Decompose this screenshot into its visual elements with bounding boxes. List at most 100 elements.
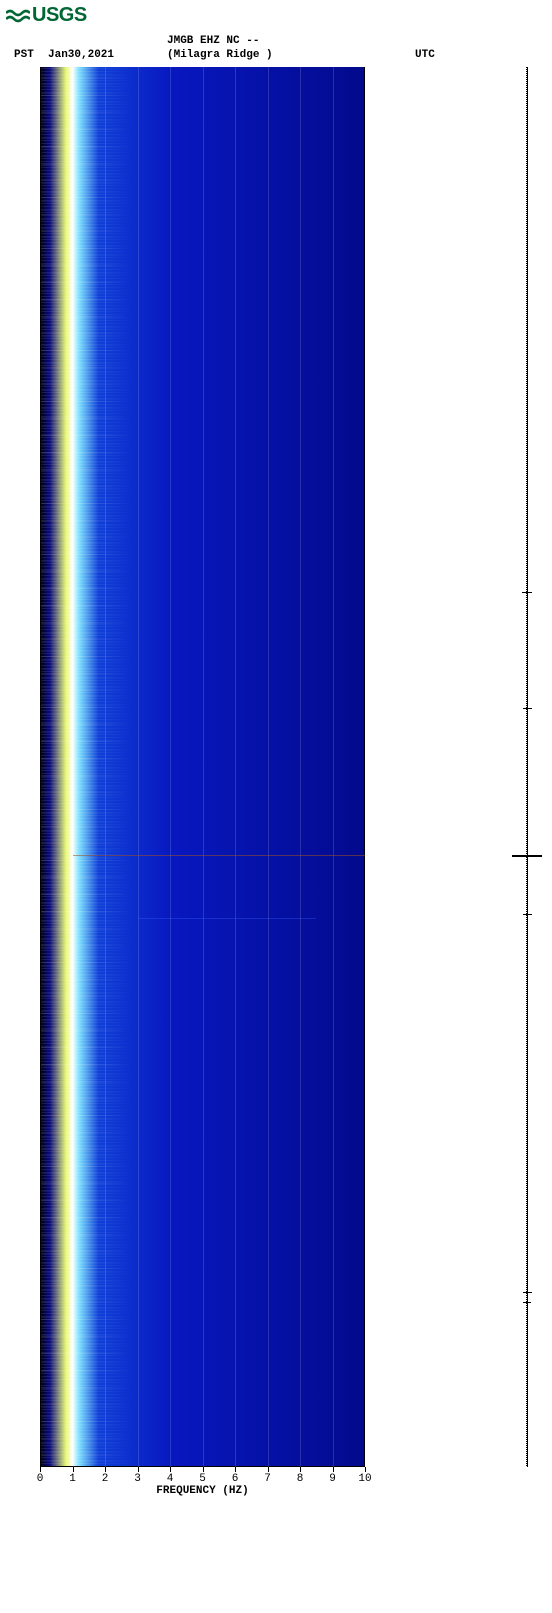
amplitude-jitter — [526, 1319, 528, 1320]
amplitude-jitter — [526, 1353, 527, 1354]
amplitude-jitter — [526, 703, 527, 704]
amplitude-jitter — [526, 1455, 529, 1456]
amplitude-jitter — [526, 429, 529, 430]
amplitude-jitter — [526, 1297, 528, 1298]
amplitude-jitter — [526, 1379, 529, 1380]
amplitude-jitter — [526, 511, 528, 512]
amplitude-jitter — [526, 603, 528, 604]
amplitude-jitter — [526, 799, 527, 800]
amplitude-jitter — [526, 929, 529, 930]
amplitude-jitter — [526, 1051, 528, 1052]
tz-left-label: PST — [14, 49, 34, 61]
amplitude-jitter — [526, 1113, 528, 1114]
amplitude-jitter — [526, 957, 528, 958]
gridline-vertical — [73, 67, 74, 1467]
amplitude-jitter — [526, 1423, 528, 1424]
freq-tick-label: 1 — [69, 1473, 76, 1485]
amplitude-jitter — [526, 489, 529, 490]
freq-tick — [365, 1467, 366, 1472]
amplitude-jitter — [526, 537, 528, 538]
amplitude-jitter — [526, 1025, 527, 1026]
amplitude-jitter — [526, 1209, 528, 1210]
amplitude-jitter — [526, 639, 527, 640]
amplitude-jitter — [526, 1285, 528, 1286]
amplitude-jitter — [526, 519, 527, 520]
amplitude-jitter — [526, 885, 529, 886]
amplitude-jitter — [526, 1371, 529, 1372]
amplitude-jitter — [526, 415, 528, 416]
amplitude-jitter — [526, 485, 528, 486]
amplitude-jitter — [526, 1161, 528, 1162]
amplitude-jitter — [526, 937, 527, 938]
amplitude-jitter — [526, 105, 528, 106]
amplitude-jitter — [526, 283, 527, 284]
amplitude-jitter — [526, 275, 528, 276]
amplitude-jitter — [526, 133, 528, 134]
amplitude-jitter — [526, 811, 528, 812]
amplitude-jitter — [526, 729, 528, 730]
amplitude-jitter — [526, 1451, 529, 1452]
amplitude-jitter — [526, 577, 528, 578]
amplitude-jitter — [526, 1015, 528, 1016]
amplitude-spike — [512, 855, 542, 857]
amplitude-jitter — [526, 473, 527, 474]
amplitude-jitter — [526, 805, 528, 806]
amplitude-jitter — [526, 1307, 528, 1308]
amplitude-jitter — [526, 255, 528, 256]
amplitude-jitter — [526, 597, 528, 598]
amplitude-jitter — [526, 867, 528, 868]
amplitude-jitter — [526, 155, 529, 156]
amplitude-jitter — [526, 259, 527, 260]
amplitude-jitter — [526, 131, 528, 132]
amplitude-jitter — [526, 821, 528, 822]
amplitude-jitter — [526, 553, 527, 554]
amplitude-jitter — [526, 815, 529, 816]
amplitude-jitter — [526, 835, 529, 836]
amplitude-jitter — [526, 87, 528, 88]
amplitude-jitter — [526, 139, 528, 140]
amplitude-jitter — [526, 1415, 529, 1416]
amplitude-jitter — [526, 1343, 528, 1344]
amplitude-jitter — [526, 1019, 529, 1020]
amplitude-jitter — [526, 739, 528, 740]
gridline-vertical — [300, 67, 301, 1467]
amplitude-jitter — [526, 599, 527, 600]
amplitude-jitter — [526, 231, 527, 232]
amplitude-jitter — [526, 1007, 528, 1008]
amplitude-jitter — [526, 1339, 528, 1340]
amplitude-jitter — [526, 641, 527, 642]
amplitude-jitter — [526, 123, 527, 124]
amplitude-jitter — [526, 1243, 527, 1244]
amplitude-jitter — [526, 725, 528, 726]
amplitude-jitter — [526, 667, 527, 668]
amplitude-jitter — [526, 525, 528, 526]
amplitude-jitter — [526, 165, 528, 166]
amplitude-jitter — [526, 1461, 527, 1462]
amplitude-jitter — [526, 877, 528, 878]
amplitude-jitter — [526, 221, 529, 222]
amplitude-jitter — [526, 673, 528, 674]
amplitude-jitter — [526, 1173, 529, 1174]
amplitude-jitter — [526, 1001, 527, 1002]
amplitude-jitter — [526, 955, 529, 956]
amplitude-jitter — [526, 403, 527, 404]
freq-tick-label: 8 — [297, 1473, 304, 1485]
amplitude-jitter — [526, 1195, 529, 1196]
amplitude-jitter — [526, 383, 528, 384]
gridline-vertical — [105, 67, 106, 1467]
amplitude-jitter — [526, 997, 527, 998]
amplitude-jitter — [526, 909, 528, 910]
amplitude-jitter — [526, 1021, 528, 1022]
amplitude-jitter — [526, 1419, 528, 1420]
amplitude-jitter — [526, 1205, 528, 1206]
amplitude-jitter — [526, 1185, 527, 1186]
amplitude-jitter — [526, 1139, 528, 1140]
amplitude-jitter — [526, 529, 528, 530]
amplitude-jitter — [526, 1213, 527, 1214]
amplitude-jitter — [526, 1187, 528, 1188]
amplitude-jitter — [526, 371, 529, 372]
amplitude-jitter — [526, 557, 528, 558]
amplitude-jitter — [526, 659, 529, 660]
amplitude-jitter — [526, 699, 528, 700]
amplitude-jitter — [526, 1395, 528, 1396]
